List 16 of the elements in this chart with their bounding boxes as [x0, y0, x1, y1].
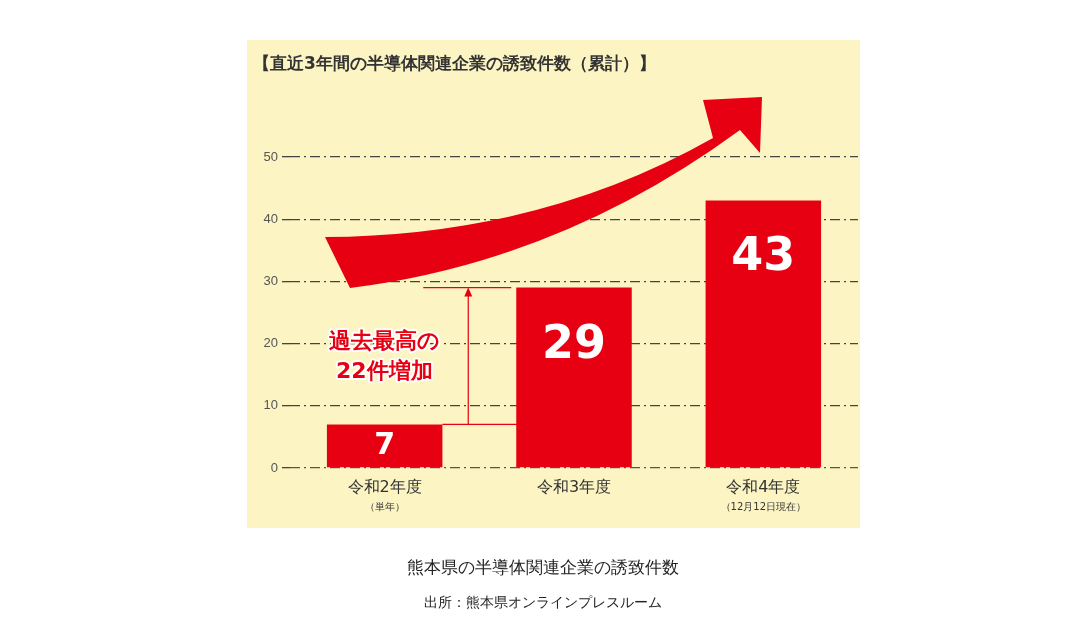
y-tick-label: 20: [263, 335, 278, 351]
x-tick-label: 令和2年度（単年）: [347, 477, 422, 512]
text: 出所：熊本県オンラインプレスルーム: [422, 594, 663, 612]
y-tick-label: 0: [270, 459, 278, 475]
bar: [705, 200, 822, 468]
y-tick-label: 10: [263, 397, 278, 413]
x-tick-label: 令和4年度（12月12日現在）: [720, 477, 807, 512]
y-tick-label: 50: [263, 148, 278, 164]
y-tick-label: 30: [263, 272, 278, 288]
x-tick-label: 令和3年度: [536, 477, 612, 497]
data-label: 7: [374, 425, 396, 461]
data-label: 43: [731, 227, 796, 282]
y-tick-label: 40: [263, 210, 278, 226]
text: 熊本県の半導体関連企業の誘致件数: [405, 556, 680, 579]
data-label: 29: [541, 314, 607, 369]
chart-title: 【直近3年間の半導体関連企業の誘致件数（累計）】: [253, 53, 656, 74]
